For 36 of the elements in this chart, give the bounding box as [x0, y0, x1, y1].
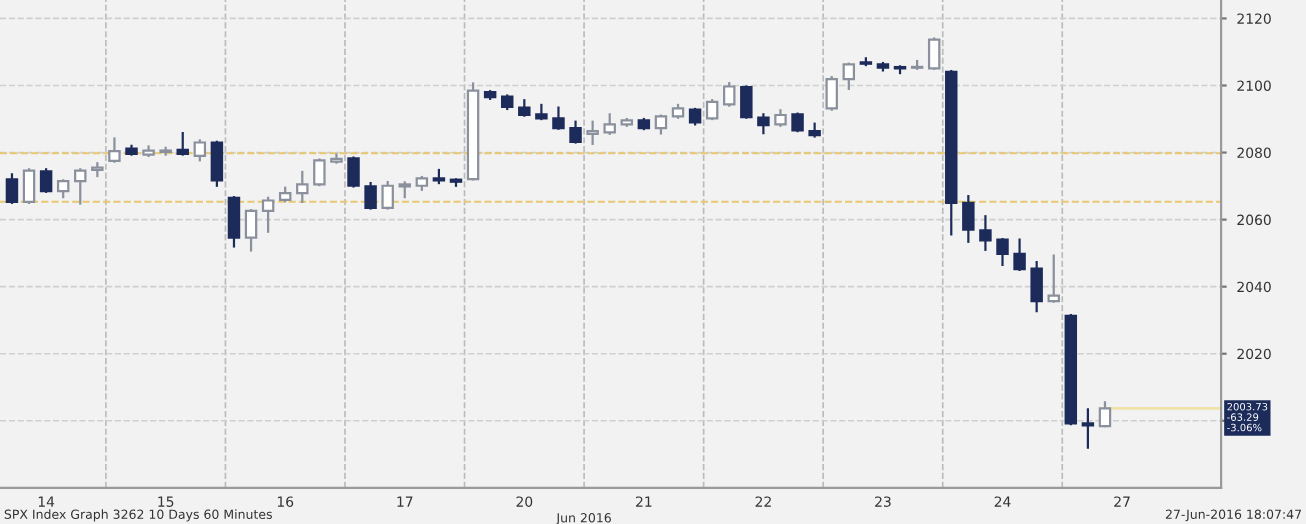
- candlestick: [39, 168, 53, 193]
- candlestick: [244, 209, 258, 252]
- candlestick: [569, 120, 582, 144]
- candlestick: [313, 158, 326, 187]
- candlestick: [1081, 408, 1095, 449]
- candlestick: [723, 82, 736, 107]
- candlestick: [261, 196, 275, 233]
- candlestick: [962, 195, 975, 243]
- candlestick: [1013, 238, 1026, 272]
- candlestick: [996, 237, 1009, 266]
- candlestick: [927, 37, 941, 70]
- candlestick: [586, 120, 599, 145]
- candlestick: [227, 196, 241, 248]
- candlestick: [74, 168, 87, 205]
- candlestick: [705, 99, 719, 121]
- candlestick: [22, 168, 36, 204]
- candlestick: [1030, 261, 1043, 313]
- candlestick: [979, 215, 992, 251]
- candlestick: [842, 62, 856, 90]
- candlestick: [552, 106, 565, 130]
- candlestick: [210, 140, 224, 187]
- candlestick: [364, 181, 377, 210]
- candlestick: [296, 170, 309, 203]
- candlestick: [757, 113, 770, 135]
- candlestick: [330, 153, 343, 164]
- candlestick: [176, 132, 189, 156]
- candlestick: [347, 156, 360, 188]
- candlestick: [825, 76, 838, 111]
- candlestick: [603, 113, 616, 135]
- candlestick: [1047, 254, 1060, 303]
- candlestick: [108, 137, 121, 163]
- candlestick: [740, 85, 753, 119]
- candlestick: [1098, 401, 1112, 428]
- candlestick: [381, 180, 394, 210]
- candlestick: [193, 139, 207, 162]
- candlestick: [5, 173, 19, 204]
